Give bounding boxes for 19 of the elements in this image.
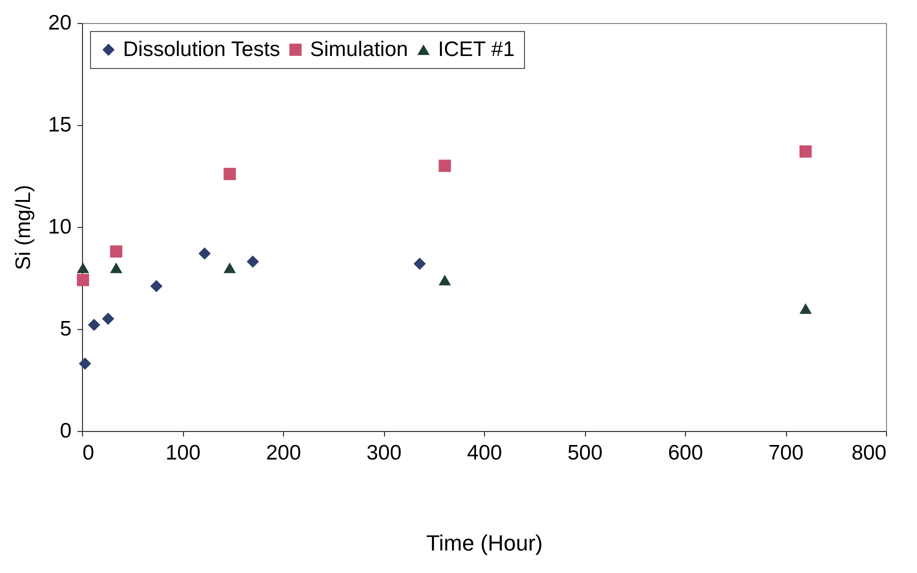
y-tick-label: 15 — [48, 114, 72, 136]
x-tick-label: 0 — [82, 442, 94, 464]
x-tick-label: 300 — [366, 442, 402, 464]
y-tick-label: 0 — [60, 420, 72, 442]
x-tick-label: 800 — [851, 442, 886, 464]
y-axis-title: Si (mg/L) — [12, 184, 36, 270]
x-tick-label: 200 — [266, 442, 302, 464]
legend-label: ICET #1 — [438, 38, 515, 61]
x-axis-title: Time (Hour) — [426, 530, 543, 556]
x-tick-label: 400 — [466, 442, 502, 464]
y-tick-label: 20 — [48, 12, 72, 34]
x-tick-label: 500 — [567, 442, 603, 464]
x-tick-label: 600 — [668, 442, 704, 464]
x-tick-label: 700 — [768, 442, 804, 464]
x-tick-label: 100 — [165, 442, 201, 464]
legend-label: Dissolution Tests — [123, 38, 280, 61]
legend-label: Simulation — [310, 38, 408, 61]
y-tick-label: 10 — [48, 216, 72, 238]
y-tick-label: 5 — [60, 318, 72, 340]
